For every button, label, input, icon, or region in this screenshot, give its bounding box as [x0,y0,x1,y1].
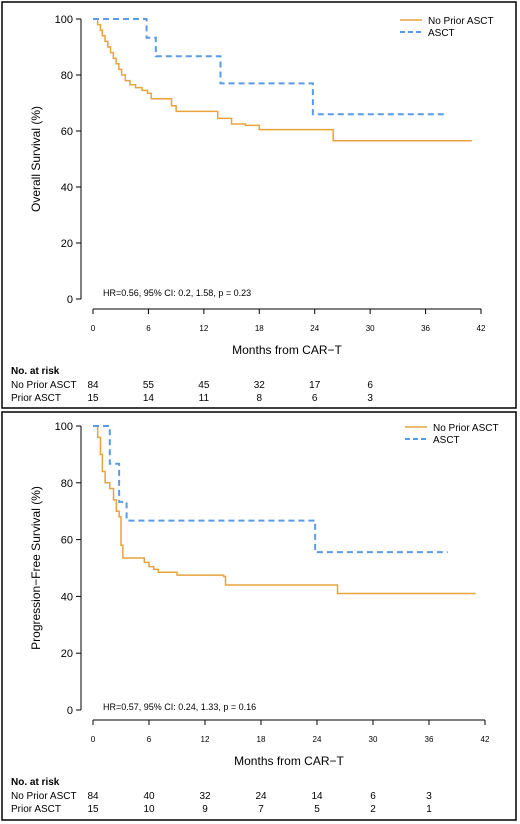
risk-row-label: Prior ASCT [11,804,61,815]
risk-count: 6 [367,380,373,391]
risk-count: 3 [367,393,373,404]
x-tick-label: 30 [366,324,375,333]
y-tick-label: 20 [61,238,73,250]
x-tick-label: 36 [425,735,434,744]
risk-count: 6 [370,791,376,802]
y-tick-label: 60 [61,126,73,138]
x-tick-label: 42 [481,735,490,744]
risk-count: 3 [426,791,432,802]
y-tick-label: 0 [67,294,73,306]
panel-border [1,411,517,821]
legend-label: ASCT [428,28,455,39]
x-tick-label: 0 [91,735,96,744]
x-tick-label: 30 [369,735,378,744]
y-tick-label: 80 [61,70,73,82]
panel-border [1,1,517,409]
x-tick-label: 18 [257,735,266,744]
risk-row-label: Prior ASCT [11,393,61,404]
y-axis-label: Overall Survival (%) [29,106,43,212]
series-line-no-prior-asct [93,425,476,595]
risk-count: 84 [87,380,99,391]
risk-count: 7 [258,804,264,815]
risk-table-header: No. at risk [11,777,60,788]
x-axis-label: Months from CAR−T [234,754,344,768]
x-tick-label: 24 [313,735,322,744]
risk-count: 32 [254,380,266,391]
series-line-asct [93,425,448,554]
y-tick-label: 0 [67,705,73,717]
series-line-asct [93,18,445,116]
x-axis-label: Months from CAR−T [232,343,342,357]
y-tick-label: 60 [61,535,73,547]
x-tick-label: 36 [421,324,430,333]
risk-count: 14 [143,393,155,404]
y-axis-label: Progression−Free Survival (%) [29,486,43,650]
risk-count: 55 [143,380,155,391]
risk-count: 40 [143,791,155,802]
risk-row-label: No Prior ASCT [11,380,77,391]
x-tick-label: 6 [147,735,152,744]
x-tick-label: 18 [255,324,264,333]
legend-label: No Prior ASCT [428,16,494,27]
risk-count: 32 [199,791,211,802]
risk-count: 8 [257,393,263,404]
y-tick-label: 40 [61,591,73,603]
y-tick-label: 80 [61,478,73,490]
risk-table: No. at risk No Prior ASCT 84 40 32 24 14 6 3 Prio… [11,777,432,815]
risk-count: 5 [314,804,320,815]
risk-table-header: No. at risk [11,366,60,377]
risk-count: 84 [87,791,99,802]
risk-count: 45 [198,380,210,391]
risk-count: 15 [87,804,99,815]
risk-count: 1 [426,804,432,815]
legend-label: ASCT [433,435,460,446]
x-tick-label: 42 [477,324,486,333]
y-tick-label: 100 [55,421,73,433]
hr-annotation: HR=0.56, 95% CI: 0.2, 1.58, p = 0.23 [103,288,251,298]
legend-label: No Prior ASCT [433,423,499,434]
risk-count: 10 [143,804,155,815]
x-tick-label: 12 [199,324,208,333]
risk-count: 11 [199,393,210,404]
y-tick-label: 40 [61,182,73,194]
x-tick-label: 12 [201,735,210,744]
risk-count: 14 [311,791,323,802]
risk-row-label: No Prior ASCT [11,791,77,802]
risk-table: No. at risk No Prior ASCT 84 55 45 32 17 6 Prior… [11,366,373,404]
risk-count: 6 [312,393,318,404]
risk-count: 17 [309,380,321,391]
risk-count: 9 [202,804,208,815]
risk-count: 2 [370,804,376,815]
series-line-no-prior-asct [93,18,472,142]
risk-count: 24 [255,791,267,802]
km-panel-1: 0 20 40 60 80 100 Overall Survival (%) 0 6 12 18 24… [1,1,517,409]
x-tick-label: 6 [146,324,151,333]
y-tick-label: 100 [55,14,73,26]
y-tick-label: 20 [61,648,73,660]
hr-annotation: HR=0.57, 95% CI: 0.24, 1.33, p = 0.16 [103,702,256,712]
x-tick-label: 0 [91,324,96,333]
risk-count: 15 [87,393,99,404]
x-tick-label: 24 [310,324,319,333]
